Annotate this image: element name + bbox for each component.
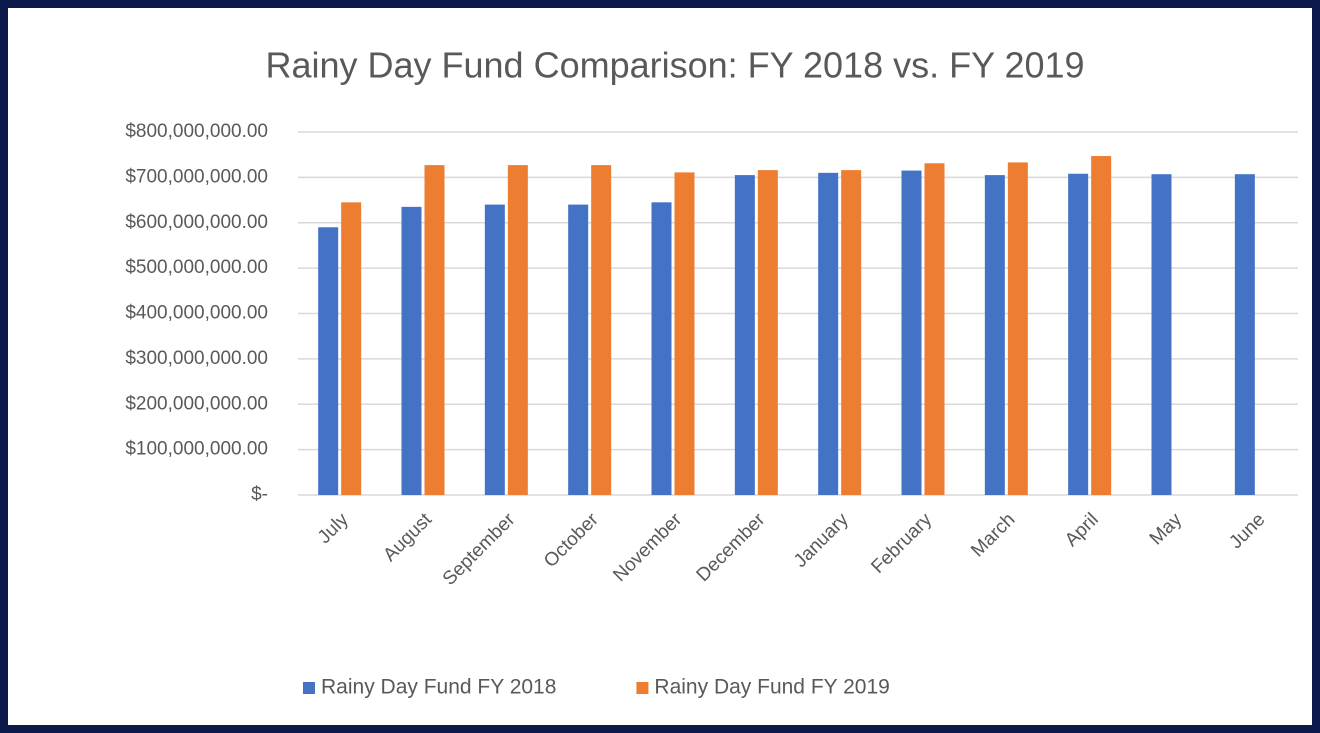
y-tick-label: $700,000,000.00: [125, 166, 268, 187]
bar: [1151, 174, 1172, 496]
legend-swatch: [303, 682, 315, 694]
legend-label: Rainy Day Fund FY 2019: [654, 676, 889, 699]
y-tick-label: $600,000,000.00: [125, 212, 268, 233]
y-tick-label: $800,000,000.00: [125, 121, 268, 142]
legend-label: Rainy Day Fund FY 2018: [321, 676, 556, 699]
bar: [424, 165, 445, 495]
bar: [841, 170, 862, 496]
bar: [318, 227, 339, 495]
bar: [568, 204, 589, 495]
bar: [341, 202, 362, 496]
bar: [818, 172, 839, 495]
bar: [651, 202, 672, 496]
bar: [1234, 174, 1255, 496]
bar: [507, 165, 528, 495]
bar: [924, 163, 945, 495]
bar: [674, 172, 695, 496]
bar: [401, 206, 422, 495]
chart-title: Rainy Day Fund Comparison: FY 2018 vs. F…: [265, 45, 1084, 86]
bar: [1068, 173, 1089, 495]
y-tick-label: $200,000,000.00: [125, 393, 268, 414]
bar: [1007, 162, 1028, 495]
bar: [591, 165, 612, 495]
bar: [757, 170, 778, 496]
y-tick-label: $100,000,000.00: [125, 439, 268, 460]
bar: [901, 170, 922, 495]
bar: [484, 204, 505, 495]
bar: [984, 175, 1005, 495]
legend-swatch: [636, 682, 649, 694]
bar: [1091, 156, 1112, 495]
bar: [734, 175, 755, 495]
y-tick-label: $500,000,000.00: [125, 257, 268, 278]
y-tick-label: $300,000,000.00: [125, 348, 268, 369]
y-tick-label: $400,000,000.00: [125, 303, 268, 324]
y-tick-label: $-: [251, 484, 268, 505]
